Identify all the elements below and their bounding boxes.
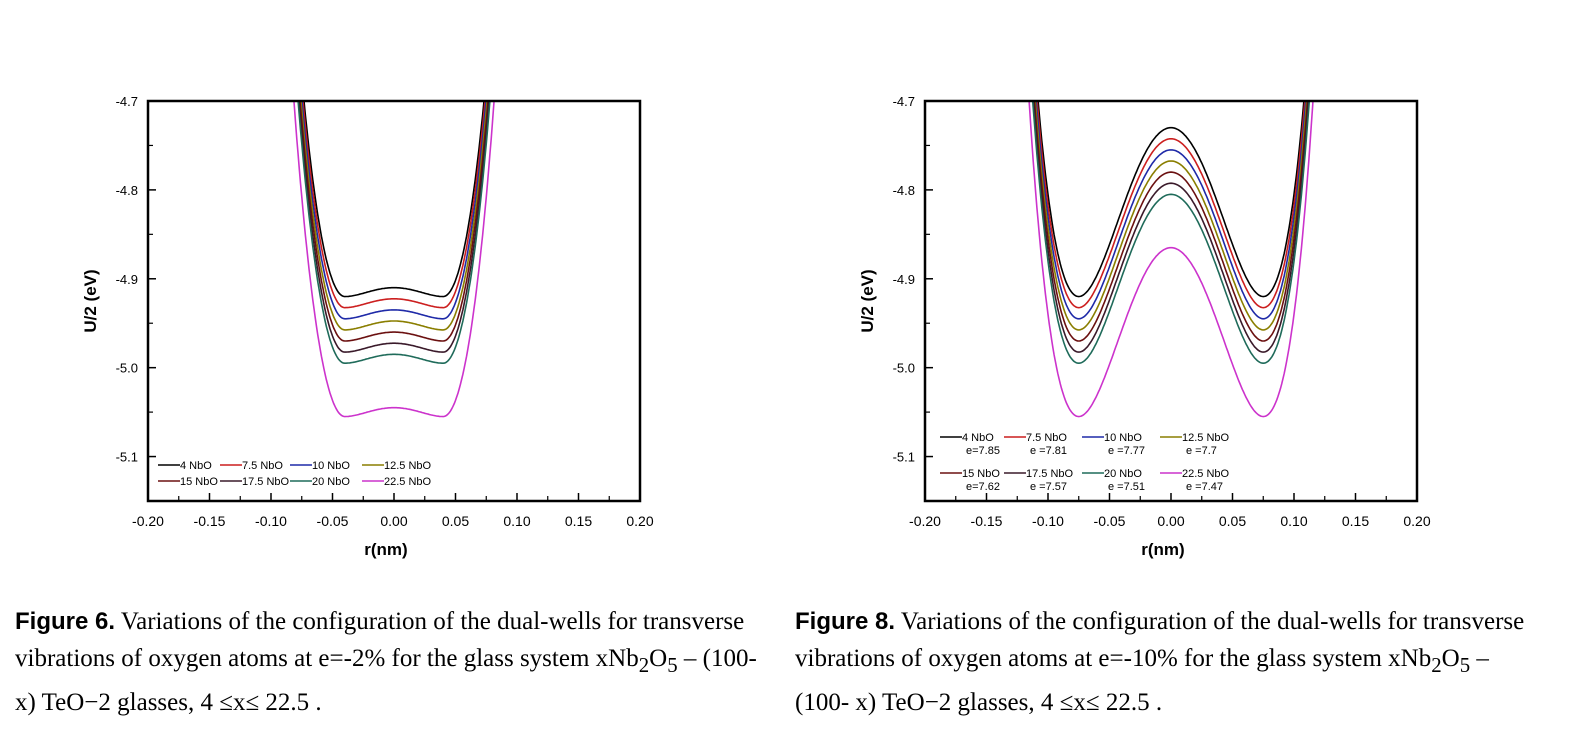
y-axis-label: U/2 (eV) <box>81 269 100 332</box>
figure-6-sub-2: 2 <box>638 653 650 677</box>
series-line-6 <box>1032 101 1310 353</box>
y-tick-label: -4.7 <box>893 94 915 109</box>
x-tick-label: 0.05 <box>442 513 469 529</box>
figure-8-caption: Figure 8. Variations of the configuratio… <box>795 603 1540 721</box>
x-tick-label: 0.10 <box>1280 513 1307 529</box>
x-tick-label: -0.10 <box>1032 513 1064 529</box>
figure-8-chart: -4.7 -4.8 -4.9 -5.0 -5.1 -0.20 -0.15 -0.10 -0.05… <box>858 94 1431 559</box>
x-axis-label: r(nm) <box>364 540 407 559</box>
x-tick-label: -0.05 <box>1094 513 1126 529</box>
legend-label: 4 NbO <box>180 460 212 472</box>
legend-label: 17.5 NbO <box>242 476 290 488</box>
x-tick-label: -0.20 <box>909 513 941 529</box>
legend-label: 22.5 NbO <box>384 476 432 488</box>
x-tick-label: 0.00 <box>1157 513 1184 529</box>
legend-e-value: e =7.7 <box>1186 445 1217 457</box>
legend-label: 20 NbO <box>1104 468 1142 480</box>
x-tick-label: -0.05 <box>317 513 349 529</box>
y-tick-label: -5.1 <box>893 450 915 465</box>
x-tick-label: 0.05 <box>1219 513 1246 529</box>
figure-8-caption-o: O <box>1441 645 1460 672</box>
series-line-5 <box>1033 101 1309 342</box>
figure-6-chart: -4.7 -4.8 -4.9 -5.0 -5.1 -0.20 -0.15 -0.10 -0.05… <box>81 94 654 559</box>
figure-6-sub-5: 5 <box>667 653 678 677</box>
series-line-2 <box>1036 101 1306 309</box>
legend-e-value: e=7.85 <box>966 445 1000 457</box>
legend-label: 10 NbO <box>312 460 350 472</box>
legend-label: 17.5 NbO <box>1026 468 1074 480</box>
legend-label: 10 NbO <box>1104 432 1142 444</box>
legend-e-value: e =7.81 <box>1030 445 1067 457</box>
series-line-7 <box>297 101 491 364</box>
figure-8-label: Figure 8. <box>795 608 896 635</box>
legend-label: 7.5 NbO <box>1026 432 1067 444</box>
x-tick-label: 0.10 <box>503 513 530 529</box>
legend-e-value: e =7.47 <box>1186 481 1223 493</box>
series-line-4 <box>1034 101 1308 331</box>
legend-e-value: e =7.57 <box>1030 481 1067 493</box>
figure-6-caption: Figure 6. Variations of the configuratio… <box>15 603 760 721</box>
series-line-8 <box>293 101 495 418</box>
y-tick-label: -5.0 <box>893 361 915 376</box>
x-tick-label: 0.15 <box>565 513 592 529</box>
y-tick-label: -5.0 <box>116 361 138 376</box>
legend-e-value: e =7.51 <box>1108 481 1145 493</box>
series-line-2 <box>302 101 486 309</box>
curves-group <box>1028 101 1314 418</box>
x-tick-label: 0.00 <box>380 513 407 529</box>
y-tick-label: -4.9 <box>116 272 138 287</box>
x-axis-label: r(nm) <box>1141 540 1184 559</box>
curves-group <box>293 101 495 418</box>
series-line-1 <box>1037 101 1305 298</box>
legend-e-value: e=7.62 <box>966 481 1000 493</box>
legend-e-value: e =7.77 <box>1108 445 1145 457</box>
figure-8-panel: -4.7 -4.8 -4.9 -5.0 -5.1 -0.20 -0.15 -0.10 -0.05… <box>790 0 1580 746</box>
figure-6-caption-tail: – (100- x) TeO−2 glasses, 4 ≤x≤ 22.5 . <box>15 645 757 716</box>
legend-label: 12.5 NbO <box>1182 432 1230 444</box>
series-line-4 <box>300 101 488 331</box>
figure-6-caption-text: Variations of the configuration of the d… <box>15 608 745 672</box>
figure-8-sub-5: 5 <box>1459 653 1471 677</box>
figure-8-caption-text: Variations of the configuration of the d… <box>795 608 1525 672</box>
legend: 4 NbO 7.5 NbO 10 NbO 12.5 NbO 15 NbO 17.5 NbO… <box>158 460 432 488</box>
figure-6-label: Figure 6. <box>15 608 116 635</box>
y-tick-label: -4.8 <box>893 183 915 198</box>
series-line-8 <box>1028 101 1314 418</box>
series-line-6 <box>298 101 490 353</box>
figure-8-sub-2: 2 <box>1431 653 1442 677</box>
y-tick-label: -4.9 <box>893 272 915 287</box>
series-line-3 <box>301 101 487 320</box>
figure-8-caption-tail: – (100- x) TeO−2 glasses, 4 ≤x≤ 22.5 . <box>795 645 1489 716</box>
legend-label: 7.5 NbO <box>242 460 283 472</box>
series-line-1 <box>303 101 485 298</box>
y-tick-label: -5.1 <box>116 450 138 465</box>
figure-6-panel: -4.7 -4.8 -4.9 -5.0 -5.1 -0.20 -0.15 -0.10 -0.05… <box>15 94 760 721</box>
legend-label: 12.5 NbO <box>384 460 432 472</box>
y-axis-label: U/2 (eV) <box>858 269 877 332</box>
y-tick-label: -4.7 <box>116 94 138 109</box>
series-line-5 <box>299 101 489 342</box>
legend-label: 20 NbO <box>312 476 350 488</box>
x-tick-label: 0.15 <box>1342 513 1369 529</box>
x-tick-label: -0.10 <box>255 513 287 529</box>
x-tick-label: -0.15 <box>971 513 1003 529</box>
x-tick-label: 0.20 <box>626 513 653 529</box>
x-tick-label: 0.20 <box>1403 513 1430 529</box>
figure-6-caption-o: O <box>649 645 668 672</box>
x-tick-label: -0.15 <box>194 513 226 529</box>
x-tick-label: -0.20 <box>132 513 164 529</box>
series-line-7 <box>1031 101 1311 365</box>
plot-frame <box>146 99 642 503</box>
legend-label: 4 NbO <box>962 432 994 444</box>
legend-label: 22.5 NbO <box>1182 468 1230 480</box>
legend-label: 15 NbO <box>962 468 1000 480</box>
y-tick-label: -4.8 <box>116 183 138 198</box>
series-line-3 <box>1035 101 1307 320</box>
legend-label: 15 NbO <box>180 476 218 488</box>
